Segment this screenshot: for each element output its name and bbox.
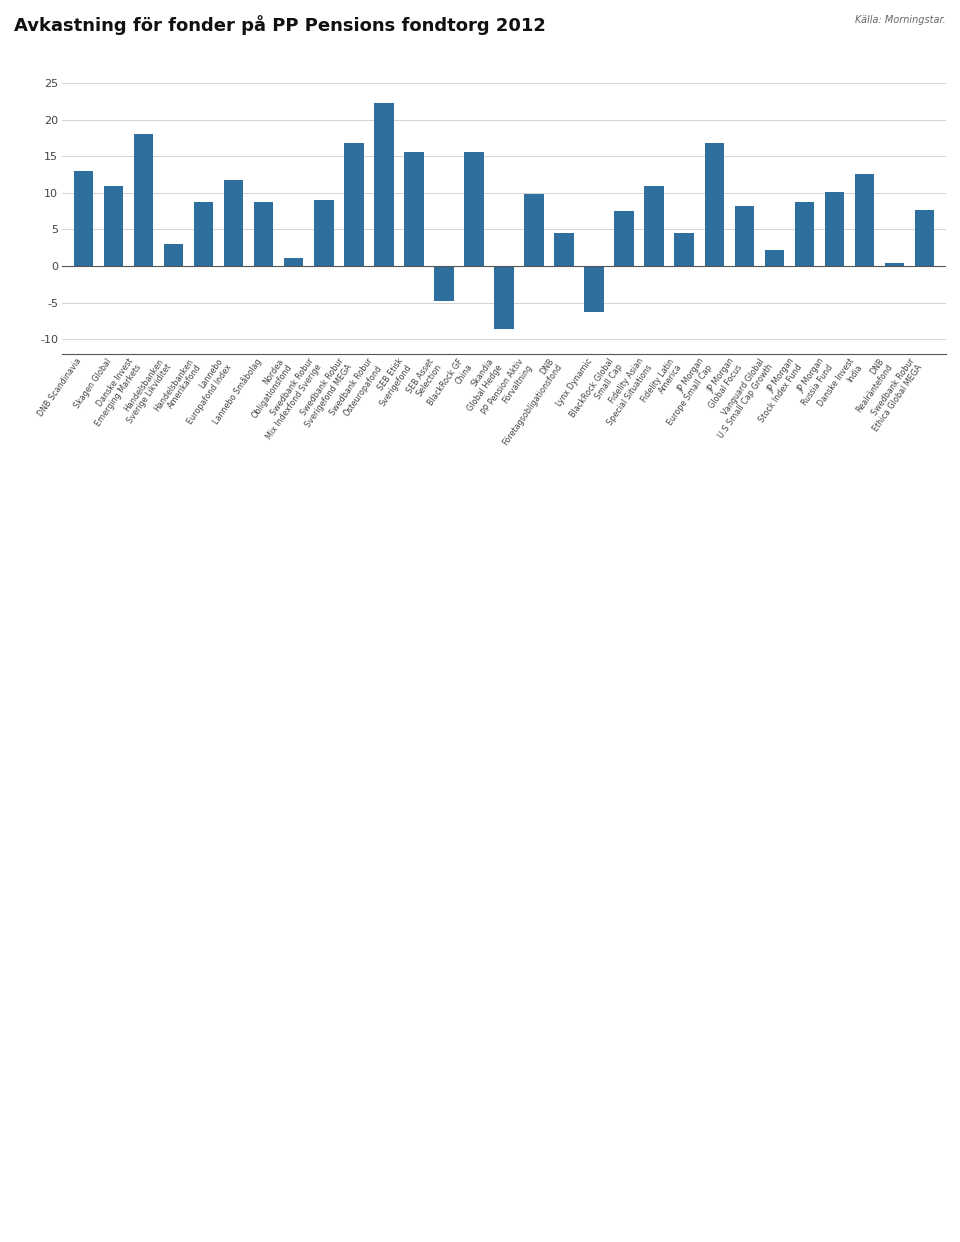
Bar: [764, 250, 784, 266]
Bar: [734, 206, 755, 266]
Bar: [524, 194, 543, 266]
Bar: [494, 266, 514, 329]
Bar: [434, 266, 454, 302]
Bar: [284, 258, 303, 266]
Bar: [404, 152, 423, 266]
Bar: [374, 103, 394, 266]
Text: Avkastning för fonder på PP Pensions fondtorg 2012: Avkastning för fonder på PP Pensions fon…: [14, 15, 546, 35]
Bar: [885, 263, 904, 266]
Bar: [854, 174, 875, 266]
Bar: [194, 202, 213, 266]
Bar: [585, 266, 604, 312]
Bar: [554, 233, 574, 266]
Bar: [224, 180, 244, 266]
Bar: [104, 185, 123, 266]
Bar: [705, 143, 724, 266]
Bar: [74, 171, 93, 266]
Bar: [614, 211, 634, 266]
Bar: [915, 210, 934, 266]
Text: Källa: Morningstar.: Källa: Morningstar.: [854, 15, 946, 25]
Bar: [344, 143, 364, 266]
Bar: [675, 233, 694, 266]
Bar: [825, 193, 844, 266]
Bar: [795, 202, 814, 266]
Bar: [164, 245, 183, 266]
Bar: [644, 186, 664, 266]
Bar: [133, 134, 154, 266]
Bar: [314, 200, 333, 266]
Bar: [465, 152, 484, 266]
Bar: [253, 202, 274, 266]
